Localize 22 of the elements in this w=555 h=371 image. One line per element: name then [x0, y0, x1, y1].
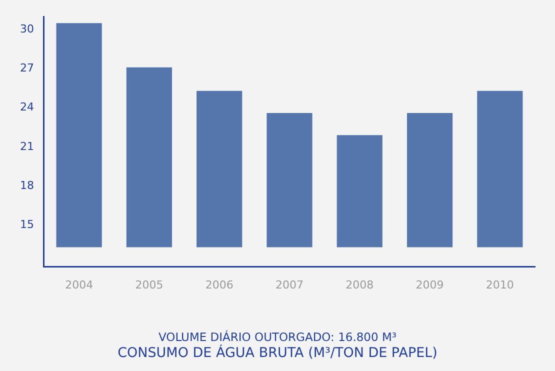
bar	[126, 67, 172, 248]
x-tick-label: 2004	[65, 278, 94, 292]
bar	[56, 23, 102, 248]
x-tick-label: 2009	[416, 278, 444, 292]
x-tick-label: 2005	[135, 278, 164, 292]
bar	[196, 90, 242, 248]
x-tick-label: 2010	[486, 278, 514, 292]
y-tick-label: 30	[20, 22, 34, 36]
x-tick-label: 2007	[276, 278, 304, 292]
text: CONSUMO DE ÁGUA BRUTA (M³/TON DE PAPEL)	[116, 345, 438, 361]
y-tick-label: 27	[20, 62, 34, 75]
text: VOLUME DIÁRIO OUTORGADO: 16.800 M³	[158, 330, 398, 344]
y-tick-label: 21	[20, 140, 34, 153]
y-tick-label: 15	[20, 218, 34, 231]
x-tick-label: 2008	[346, 278, 374, 292]
bar	[336, 135, 382, 248]
y-tick-label: 24	[20, 100, 34, 114]
y-tick-label: 18	[20, 178, 34, 192]
bar	[406, 113, 453, 248]
x-tick-label: 2006	[205, 278, 234, 292]
bar	[266, 113, 312, 248]
bar	[477, 90, 523, 248]
